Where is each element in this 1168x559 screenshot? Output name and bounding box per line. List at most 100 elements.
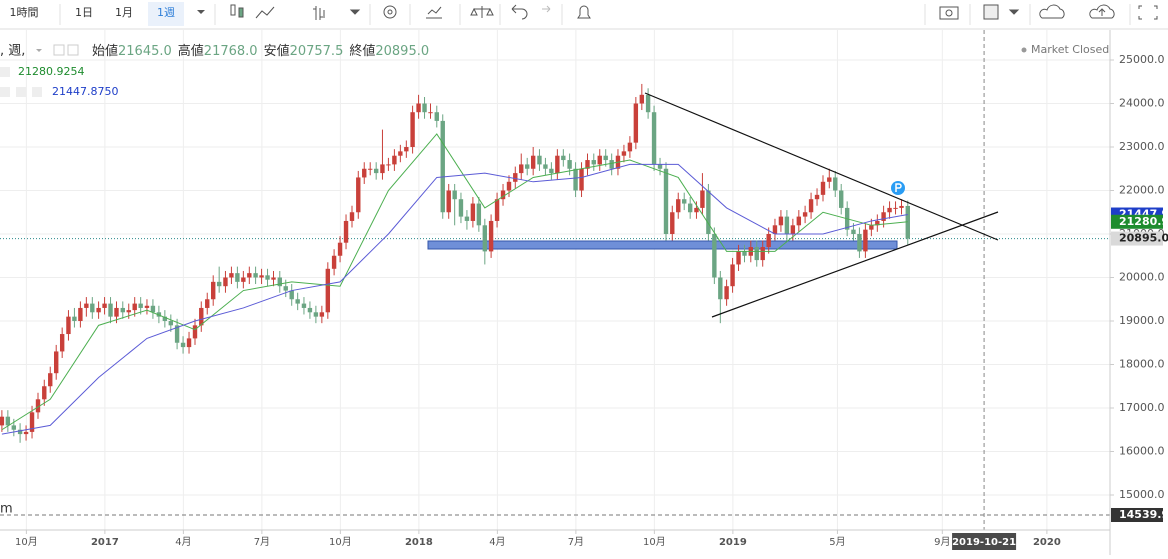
candle-body [11,425,17,430]
grid [0,30,1110,530]
x-tick-label: 10月 [643,536,666,548]
dropdown-icon[interactable] [197,10,205,14]
x-tick-label: 7月 [254,536,270,548]
candle-body [621,151,627,156]
legend-icon[interactable] [32,87,42,97]
active-interval-bg [148,2,184,26]
candle-body [343,220,349,243]
candle-body [428,112,433,114]
candle-body [114,307,119,317]
candle-body [513,173,518,182]
candle-body [265,275,270,280]
candle-body [494,199,500,221]
legend-icon[interactable] [67,44,79,56]
ma-legend: 21280.9254 [18,65,84,78]
candle-body [881,212,886,221]
candle-body [29,412,35,432]
candle-body [609,160,614,169]
legend-icon[interactable] [0,87,10,97]
candle-body [216,281,222,287]
toolbar: 1時間 1日 1月 1週 [0,0,1168,30]
candle-body [398,151,403,156]
candle-body [277,277,282,287]
candle-body [168,320,174,326]
axes: 15000.0 16000.0 17000.0 18000.0 19000.0 20000… [0,30,1168,555]
candle-body [223,277,228,287]
candle-body [416,103,421,113]
candle-body [482,225,488,252]
candle-body [875,220,880,226]
legend-icon[interactable] [53,44,65,56]
x-tick-label: 9月 [934,536,950,548]
candle-body [827,177,832,182]
candle-body [670,212,675,235]
candle-body [5,416,11,426]
candle-body [78,307,83,321]
price-tag-label: 14539.9 [1119,508,1168,521]
interval-button[interactable]: 1時間 [10,6,39,19]
candle-body [893,207,898,209]
candle-body [863,229,868,252]
candle-body [283,286,288,291]
y-tick-label: 17000.0 [1119,401,1165,414]
plot [0,83,910,443]
candle-body [0,416,5,426]
candle-body [17,429,23,435]
price-tag [1111,214,1163,229]
status-dot [1021,47,1027,53]
x-tick-label: 10月 [329,536,352,548]
candle-body [820,181,826,195]
candle-body [313,312,319,317]
candle-body [700,190,705,208]
ohlc-label: 安値 [264,43,290,59]
candle-body [573,168,578,191]
candle-body [90,303,95,313]
price-tag [1111,507,1163,522]
candle-body [687,203,693,213]
candle-body [833,177,838,191]
candle-body [506,181,512,191]
candle-body [579,168,584,191]
candle-body [549,168,554,174]
candle-body [627,142,633,152]
interval-button[interactable]: 1週 [157,6,175,19]
candle-body [404,147,409,152]
moving-average [1,133,908,431]
candle-body [211,281,216,300]
candle-body [784,216,790,235]
legend: , 週, 始値21645.0 高値21768.0 安値20757.5 終値20895.… [0,43,1109,517]
candle-body [59,334,65,352]
x-tick-label: 4月 [175,536,191,548]
legend-icon[interactable] [0,67,10,77]
y-tick-label: 24000.0 [1119,97,1165,110]
candle-body [760,247,765,261]
candle-body [162,316,168,321]
toolbar-icons[interactable] [230,4,1158,20]
candle-body [289,290,294,300]
candle-body [488,220,494,252]
candle-body [174,325,180,343]
y-tick-label: 18000.0 [1119,357,1165,370]
candle-body [555,155,560,174]
candle-body [235,273,240,282]
interval-button[interactable]: 1日 [75,6,93,19]
candle-body [331,255,337,269]
candle-body [54,351,59,374]
legend-icon[interactable] [16,87,26,97]
candle-body [349,212,355,221]
dropdown-icon[interactable] [36,49,42,52]
candle-body [259,275,264,278]
x-tick-label: 2019 [719,537,747,548]
candle-body [694,207,699,213]
pin-marker[interactable] [891,181,905,195]
interval-button[interactable]: 1月 [115,6,133,19]
candle-body [199,307,204,326]
candle-body [718,277,723,300]
candle-body [657,164,663,169]
candle-body [108,303,113,317]
candle-body [392,155,397,165]
candle-body [899,205,904,208]
x-tick-label: 2018 [405,537,433,548]
x-tick-label: 2017 [91,537,119,548]
candle-body [857,234,862,252]
